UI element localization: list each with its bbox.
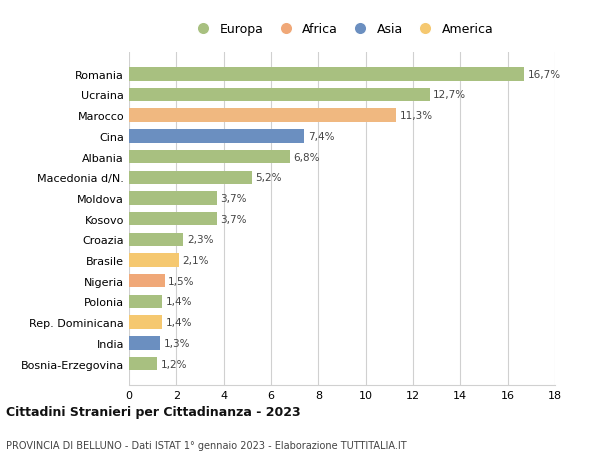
Bar (129, 274, 164, 288)
Bar (129, 130, 304, 143)
Text: 1,4%: 1,4% (166, 297, 192, 307)
Bar (129, 213, 217, 226)
Text: 7,4%: 7,4% (308, 132, 334, 141)
Text: PROVINCIA DI BELLUNO - Dati ISTAT 1° gennaio 2023 - Elaborazione TUTTITALIA.IT: PROVINCIA DI BELLUNO - Dati ISTAT 1° gen… (6, 440, 407, 450)
Bar (129, 233, 184, 246)
Text: 16,7%: 16,7% (528, 70, 561, 79)
Bar (129, 192, 217, 205)
Bar (129, 89, 430, 102)
Bar (129, 316, 162, 329)
Text: 11,3%: 11,3% (400, 111, 433, 121)
Text: 6,8%: 6,8% (293, 152, 320, 162)
Text: 1,2%: 1,2% (161, 359, 187, 369)
Text: Cittadini Stranieri per Cittadinanza - 2023: Cittadini Stranieri per Cittadinanza - 2… (6, 405, 301, 418)
Text: 5,2%: 5,2% (256, 173, 282, 183)
Text: 12,7%: 12,7% (433, 90, 466, 100)
Bar (129, 109, 397, 123)
Text: 1,4%: 1,4% (166, 318, 192, 327)
Bar (129, 336, 160, 350)
Bar (129, 171, 252, 185)
Text: 2,3%: 2,3% (187, 235, 214, 245)
Text: 1,5%: 1,5% (168, 276, 194, 286)
Bar (129, 254, 179, 267)
Text: 3,7%: 3,7% (220, 194, 247, 203)
Bar (129, 151, 290, 164)
Legend: Europa, Africa, Asia, America: Europa, Africa, Asia, America (187, 19, 497, 39)
Text: 1,3%: 1,3% (163, 338, 190, 348)
Bar (129, 68, 524, 81)
Text: 3,7%: 3,7% (220, 214, 247, 224)
Text: 2,1%: 2,1% (182, 256, 209, 265)
Bar (129, 357, 157, 370)
Bar (129, 295, 162, 308)
